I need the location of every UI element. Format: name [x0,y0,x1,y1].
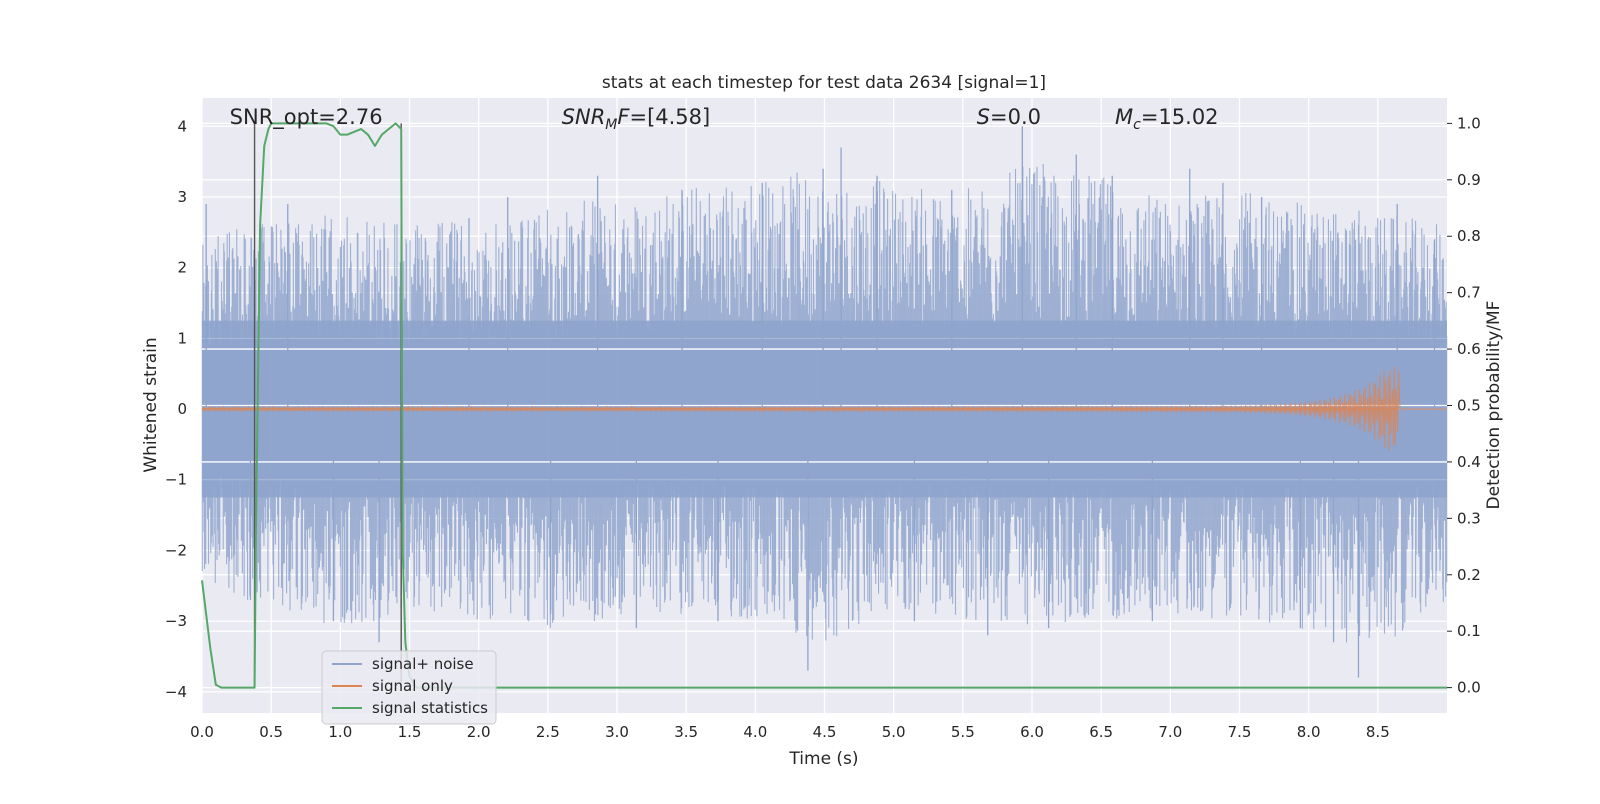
signal-statistics-line [201,122,1447,689]
legend-label-signal-only: signal only [372,677,453,695]
chart-title: stats at each timestep for test data 263… [602,73,1046,93]
annotation-snr-opt: SNR_opt=2.76 [230,105,383,130]
x-tick-label: 2.0 [467,723,491,741]
legend-label-signal-noise: signal+ noise [372,655,474,673]
y-axis-label: Whitened strain [141,337,161,472]
x-tick-label: 5.0 [882,723,906,741]
x-tick-label: 1.5 [398,723,422,741]
signal-statistics-series [201,122,1447,689]
x-tick-label: 0.0 [190,723,214,741]
legend-box [321,650,497,725]
y-tick-label: 2 [177,259,187,277]
y-right-tick-label: 0.3 [1457,509,1481,527]
annotations: SNR_opt=2.76 SNRMF=[4.58] S=0.0 Mc=15.02 [230,105,1219,133]
y-tick-label: 3 [177,188,187,206]
x-tick-label: 4.0 [743,723,767,741]
x-tick-label: 8.0 [1297,723,1321,741]
legend: signal+ noise signal only signal statist… [321,650,497,725]
x-tick-label: 6.0 [1020,723,1044,741]
y-right-tick-label: 0.5 [1457,397,1481,415]
y-tick-label: −2 [165,541,187,559]
y-right-tick-label: 0.1 [1457,622,1481,640]
y-tick-label: 0 [177,400,187,418]
y-right-tick-label: 0.9 [1457,171,1481,189]
legend-label-signal-statistics: signal statistics [372,699,488,717]
y-right-tick-label: 0.8 [1457,227,1481,245]
y-tick-label: 1 [177,329,187,347]
x-tick-label: 6.5 [1089,723,1113,741]
x-axis-label: Time (s) [788,749,858,769]
y-tick-label: −3 [165,612,187,630]
y-right-tick-label: 0.2 [1457,566,1481,584]
y-right-tick-label: 0.0 [1457,679,1481,697]
x-tick-label: 0.5 [259,723,283,741]
annotation-s: S=0.0 [977,105,1041,129]
x-tick-label: 3.5 [674,723,698,741]
x-tick-label: 4.5 [813,723,837,741]
x-tick-label: 2.5 [536,723,560,741]
x-tick-label: 7.5 [1228,723,1252,741]
x-tick-label: 3.0 [605,723,629,741]
annotation-m: Mc=15.02 [1115,105,1219,133]
x-tick-label: 7.0 [1158,723,1182,741]
y-right-tick-label: 0.7 [1457,284,1481,302]
annotation-snr: SNRMF=[4.58] [562,105,711,133]
x-tick-label: 5.5 [951,723,975,741]
y-right-tick-label: 0.6 [1457,340,1481,358]
y-right-axis-label: Detection probability/MF [1484,301,1504,510]
y-tick-label: 4 [177,117,187,135]
x-tick-label: 8.5 [1366,723,1390,741]
y-tick-label: −1 [165,471,187,489]
y-tick-label: −4 [165,683,187,701]
x-tick-label: 1.0 [328,723,352,741]
tick-labels: 0.0 0.5 1.0 1.5 2.0 2.5 3.0 3.5 4.0 4.5 5.0 5.5 6.0 6… [165,114,1481,741]
y-right-tick-label: 0.4 [1457,453,1481,471]
y-right-tick-label: 1.0 [1457,114,1481,132]
